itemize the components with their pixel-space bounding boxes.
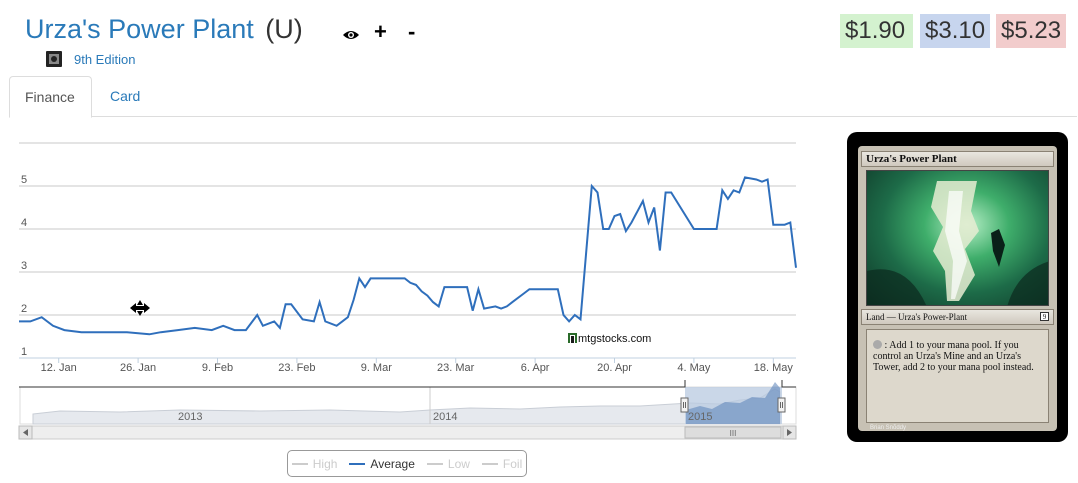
price-chart: 1 2 3 4 5 12. Jan 26. Jan 9. Feb 23. Feb 9. Mar 2… <box>18 142 797 440</box>
legend-item-low[interactable]: Low <box>426 456 470 471</box>
legend-swatch <box>349 462 366 465</box>
card-image-rules-text: : Add 1 to your mana pool. If you contro… <box>866 329 1049 423</box>
legend-label: Average <box>370 456 415 471</box>
y-tick-label: 4 <box>21 217 27 229</box>
x-tick-label: 9. Feb <box>202 362 233 374</box>
y-tick-label: 1 <box>21 346 27 358</box>
x-tick-label: 12. Jan <box>41 362 77 374</box>
x-tick-label: 20. Apr <box>597 362 632 374</box>
plus-icon[interactable]: + <box>374 19 387 44</box>
legend-item-foil[interactable]: Foil <box>481 456 523 471</box>
tab-bar: Finance Card <box>9 76 1077 118</box>
svg-text:III: III <box>730 429 737 438</box>
range-navigator[interactable]: 2013 2014 2015 <box>19 380 797 425</box>
card-image-type-line: Land — Urza's Power-Plant 9 <box>861 309 1054 325</box>
legend-swatch <box>426 462 443 465</box>
x-tick-label: 23. Feb <box>278 362 315 374</box>
chart-legend: High Average Low Foil <box>287 450 527 477</box>
x-tick-label: 4. May <box>677 362 711 374</box>
set-symbol-icon <box>46 51 62 67</box>
arrow-left-icon <box>23 429 28 436</box>
card-set-symbol-icon: 9 <box>1040 312 1049 321</box>
minus-icon[interactable]: - <box>408 19 416 44</box>
tap-symbol-icon <box>873 340 882 349</box>
x-tick-label: 9. Mar <box>361 362 393 374</box>
legend-item-average[interactable]: Average <box>349 456 415 471</box>
legend-swatch <box>481 462 498 465</box>
set-line: 9th Edition <box>44 50 135 68</box>
y-tick-label: 5 <box>21 174 27 186</box>
chart-scrollbar[interactable]: III <box>18 425 797 440</box>
card-art <box>866 170 1049 306</box>
card-image: Urza's Power Plant Land — Urza's Power-P… <box>847 132 1068 442</box>
cursor-icon <box>130 300 150 316</box>
svg-text:mtgstocks.com: mtgstocks.com <box>578 333 651 345</box>
mtgstocks-watermark: mtgstocks.com <box>568 333 651 345</box>
card-title: Urza's Power Plant (U) <box>25 12 303 46</box>
legend-label: Foil <box>502 456 523 471</box>
y-tick-label: 3 <box>21 260 27 272</box>
price-badge-3: $5.23 <box>996 14 1066 48</box>
card-name[interactable]: Urza's Power Plant <box>25 14 254 44</box>
x-tick-label: 18. May <box>754 362 794 374</box>
tab-card[interactable]: Card <box>110 88 141 104</box>
y-tick-label: 2 <box>21 303 27 315</box>
price-badge-1: $1.90 <box>840 14 913 48</box>
set-name-link[interactable]: 9th Edition <box>74 51 136 67</box>
average-price-line <box>19 176 797 336</box>
x-tick-label: 26. Jan <box>120 362 156 374</box>
navigator-right-handle[interactable] <box>777 397 786 413</box>
eye-icon[interactable] <box>343 24 359 44</box>
legend-label: Low <box>447 456 470 471</box>
price-badge-2: $3.10 <box>920 14 990 48</box>
navigator-year-2013: 2013 <box>178 411 202 423</box>
card-image-artist: Brian Snõddy <box>870 425 907 431</box>
card-image-title: Urza's Power Plant <box>861 151 1054 167</box>
legend-swatch <box>291 462 308 465</box>
tab-finance[interactable]: Finance <box>9 76 92 118</box>
navigator-year-2015: 2015 <box>688 411 712 423</box>
navigator-left-handle[interactable] <box>680 397 689 413</box>
navigator-year-2014: 2014 <box>433 411 457 423</box>
x-tick-label: 23. Mar <box>437 362 475 374</box>
arrow-right-icon <box>787 429 792 436</box>
legend-item-high[interactable]: High <box>291 456 338 471</box>
scroll-thumb[interactable] <box>684 426 782 439</box>
legend-label: High <box>312 456 338 471</box>
x-tick-label: 6. Apr <box>521 362 550 374</box>
card-rarity: (U) <box>265 14 303 44</box>
